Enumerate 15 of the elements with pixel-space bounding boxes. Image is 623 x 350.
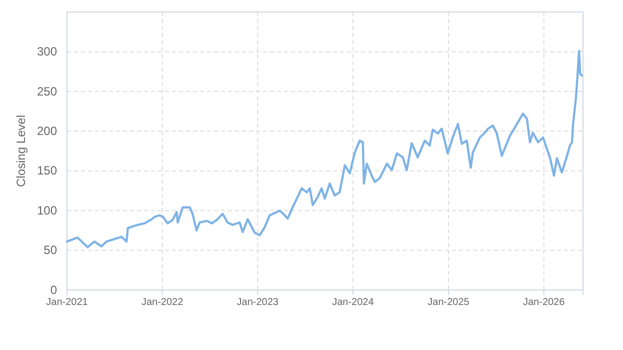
y-axis-title: Closing Level (14, 114, 28, 188)
y-tick-label: 250 (36, 84, 58, 98)
y-tick-label: 100 (36, 203, 58, 218)
y-tick-label: 50 (44, 243, 58, 258)
x-tick-label: Jan-2026 (522, 297, 566, 308)
y-tick-label: 150 (36, 164, 58, 178)
line-series (66, 50, 584, 248)
y-tick-label: 0 (50, 282, 58, 297)
x-tick-label: Jan-2021 (46, 297, 88, 308)
x-tick-label: Jan-2025 (428, 297, 470, 308)
y-tick-label: 200 (36, 124, 58, 138)
x-tick-label: Jan-2022 (141, 297, 184, 308)
y-tick-label: 300 (36, 44, 58, 59)
x-tick-label: Jan-2024 (332, 297, 374, 308)
x-tick-label: Jan-2023 (236, 297, 279, 308)
